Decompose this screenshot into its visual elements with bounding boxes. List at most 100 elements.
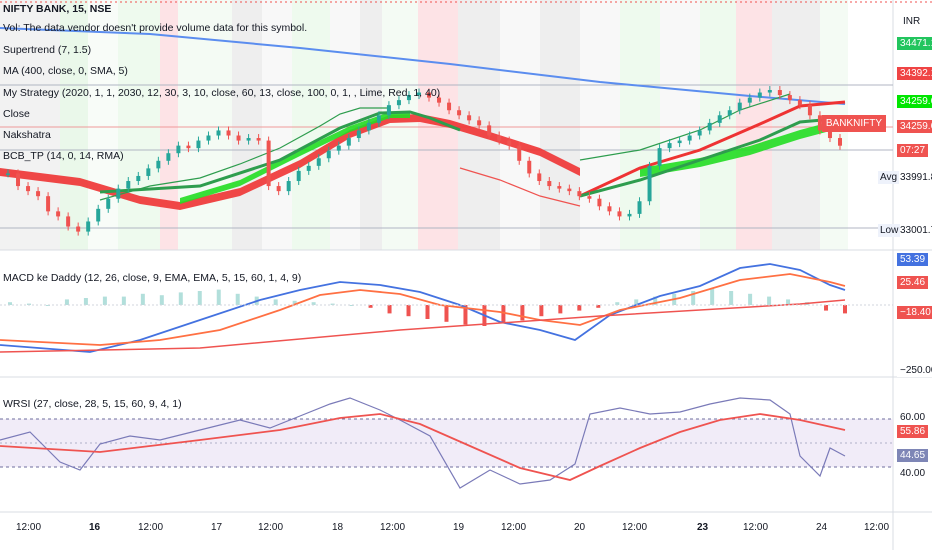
candle-30 xyxy=(306,165,311,171)
candle-72 xyxy=(727,110,732,116)
price-tag-5: 33991.80 xyxy=(897,171,932,184)
candle-37 xyxy=(376,115,381,123)
candles xyxy=(6,86,842,236)
session-band-15 xyxy=(540,0,580,250)
time-label-9: 20 xyxy=(574,522,586,533)
candle-70 xyxy=(707,122,712,131)
symbol-title: NIFTY BANK, 15, NSE xyxy=(3,3,112,15)
candle-25 xyxy=(256,138,261,141)
candle-16 xyxy=(166,153,171,161)
macd-line xyxy=(0,263,846,353)
low-label: Low xyxy=(878,224,901,237)
candle-74 xyxy=(747,97,752,103)
macd-histogram-bar-29 xyxy=(558,305,563,314)
supertrend-up-1 xyxy=(99,107,390,201)
macd-histogram-bar-32 xyxy=(615,302,620,305)
macd-histogram-bar-34 xyxy=(653,296,658,305)
candle-78 xyxy=(787,95,792,101)
macd-histogram-bar-14 xyxy=(273,299,278,305)
candle-73 xyxy=(737,102,742,111)
macd-histogram-bar-17 xyxy=(330,303,335,305)
candle-4 xyxy=(46,196,51,212)
legend-bcb-tp[interactable]: BCB_TP (14, 0, 14, RMA) xyxy=(3,150,124,162)
macd-histogram-bar-39 xyxy=(748,293,753,305)
time-label-7: 19 xyxy=(453,522,465,533)
macd-histogram-bar-3 xyxy=(64,299,69,305)
macd-histogram-bar-21 xyxy=(406,305,411,317)
candle-83 xyxy=(838,138,842,146)
candle-66 xyxy=(667,143,672,149)
candle-35 xyxy=(356,130,361,139)
candle-18 xyxy=(186,145,191,149)
legend-wrsi[interactable]: WRSI (27, close, 28, 5, 15, 60, 9, 4, 1) xyxy=(3,398,182,410)
macd-histogram-bar-5 xyxy=(102,296,107,305)
price-tag-0: 34471.15 xyxy=(897,37,932,50)
macd-histogram-bar-9 xyxy=(178,292,183,305)
candle-14 xyxy=(146,168,151,176)
ribbon-red-2 xyxy=(579,100,846,198)
candle-28 xyxy=(286,181,291,192)
candle-27 xyxy=(276,186,281,192)
macd-histogram-bar-8 xyxy=(159,295,164,305)
macd-histogram-bar-23 xyxy=(444,305,449,322)
macd-histogram-bar-44 xyxy=(843,305,847,314)
macd-histogram-bar-18 xyxy=(349,305,354,306)
candle-6 xyxy=(66,216,71,227)
session-band-11 xyxy=(382,0,418,250)
candle-32 xyxy=(326,150,331,159)
time-label-13: 24 xyxy=(816,522,828,533)
candle-69 xyxy=(697,130,702,136)
candle-29 xyxy=(296,170,301,182)
supertrend-down-1 xyxy=(459,167,581,207)
candle-10 xyxy=(106,198,111,209)
legend-strategy[interactable]: My Strategy (2020, 1, 1, 2030, 12, 30, 3… xyxy=(3,87,441,99)
legend-supertrend[interactable]: Supertrend (7, 1.5) xyxy=(3,44,92,56)
candle-49 xyxy=(497,135,502,141)
macd-tag-1: 25.46 xyxy=(897,276,929,289)
currency-label: INR xyxy=(903,16,921,27)
session-band-0 xyxy=(0,0,60,250)
macd-histogram-bar-7 xyxy=(140,293,145,305)
macd-histogram-bar-4 xyxy=(83,298,88,305)
session-band-4 xyxy=(160,0,178,250)
legend-ma[interactable]: MA (400, close, 0, SMA, 5) xyxy=(3,65,128,77)
macd-histogram-bar-2 xyxy=(45,305,50,306)
macd-signal-line xyxy=(0,273,846,346)
macd-histogram-bar-1 xyxy=(26,303,31,305)
candle-77 xyxy=(777,90,782,96)
legend-nakshatra[interactable]: Nakshatra xyxy=(3,129,51,141)
wrsi-line xyxy=(0,397,846,489)
macd-histogram-bar-40 xyxy=(767,296,772,305)
ema-green-line-1 xyxy=(99,110,461,194)
macd-histogram-bar-20 xyxy=(387,305,392,314)
wrsi-tag-0: 60.00 xyxy=(897,411,929,424)
candle-5 xyxy=(56,211,61,217)
candle-61 xyxy=(617,211,622,217)
candle-42 xyxy=(427,92,432,98)
ribbon-green-1 xyxy=(180,112,410,204)
candle-80 xyxy=(807,105,812,116)
macd-histogram-bar-10 xyxy=(197,291,202,305)
candle-76 xyxy=(767,90,772,93)
candle-12 xyxy=(126,181,131,189)
session-band-6 xyxy=(232,0,262,250)
legend-vol[interactable]: Vol: The data vendor doesn't provide vol… xyxy=(3,22,308,34)
legend-macd[interactable]: MACD ke Daddy (12, 26, close, 9, EMA, EM… xyxy=(3,272,302,284)
macd-histogram-bar-30 xyxy=(577,305,582,311)
time-label-10: 12:00 xyxy=(622,522,648,533)
candle-60 xyxy=(607,206,612,212)
candle-48 xyxy=(487,125,492,136)
candle-41 xyxy=(416,92,421,96)
candle-63 xyxy=(637,201,642,214)
macd-histogram-bar-19 xyxy=(368,305,373,308)
candle-54 xyxy=(547,181,552,187)
time-label-3: 17 xyxy=(211,522,223,533)
candle-8 xyxy=(86,221,91,232)
legend-close[interactable]: Close xyxy=(3,108,30,120)
candle-75 xyxy=(757,92,762,98)
macd-histogram-bar-6 xyxy=(121,296,126,305)
price-tag-4: 07:27 xyxy=(897,144,929,157)
candle-81 xyxy=(817,115,822,131)
candle-51 xyxy=(517,145,522,161)
